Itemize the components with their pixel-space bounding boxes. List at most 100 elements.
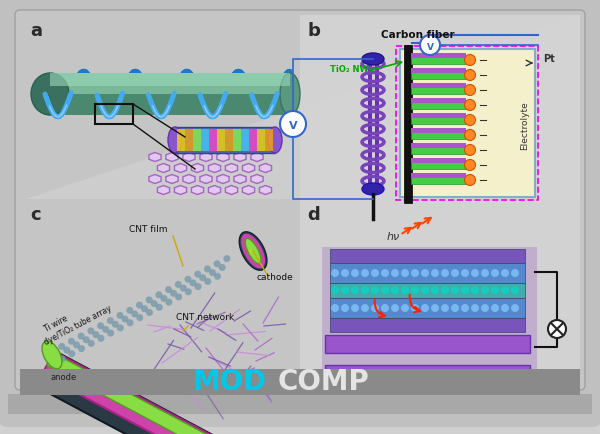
Text: Pt: Pt [543,54,555,64]
Polygon shape [166,175,178,184]
Bar [201,130,209,151]
Circle shape [481,270,489,277]
Circle shape [146,297,152,304]
Circle shape [341,304,349,312]
Bar [411,69,466,74]
Circle shape [381,304,389,312]
Circle shape [501,304,509,312]
Bar [411,114,466,119]
Circle shape [401,304,409,312]
Text: Electrolyte: Electrolyte [521,102,530,150]
Bar [411,144,466,149]
Circle shape [331,270,339,277]
Circle shape [464,115,476,126]
Circle shape [481,286,489,294]
Circle shape [511,286,519,294]
Bar [322,247,537,387]
Circle shape [107,330,114,337]
Polygon shape [259,164,272,173]
Circle shape [464,100,476,111]
Bar [330,263,525,283]
Bar [217,130,225,151]
Circle shape [441,304,449,312]
Circle shape [464,130,476,141]
Circle shape [381,270,389,277]
Ellipse shape [241,234,265,269]
Text: Carbon fiber: Carbon fiber [381,30,455,40]
Circle shape [141,306,148,312]
Polygon shape [200,175,212,184]
Circle shape [471,304,479,312]
Text: dye/TiO₂ tube array: dye/TiO₂ tube array [43,303,113,346]
Ellipse shape [362,54,384,66]
Ellipse shape [362,184,384,196]
Text: b: b [307,22,320,40]
Circle shape [97,322,104,329]
Bar [330,298,525,318]
Bar [396,47,538,201]
Circle shape [58,343,65,350]
Polygon shape [42,352,244,434]
Circle shape [411,270,419,277]
Circle shape [170,290,177,297]
Ellipse shape [239,232,267,271]
Bar [193,130,201,151]
Circle shape [421,286,429,294]
Circle shape [441,286,449,294]
Circle shape [185,276,191,283]
Circle shape [351,304,359,312]
Circle shape [49,361,56,368]
Polygon shape [251,175,263,184]
Circle shape [175,294,182,301]
Circle shape [194,283,202,290]
Bar [241,130,249,151]
Circle shape [180,285,187,292]
Bar [411,148,466,155]
Circle shape [73,342,80,349]
Bar [50,74,290,86]
Circle shape [112,321,119,328]
Circle shape [511,304,519,312]
Circle shape [464,175,476,186]
Circle shape [77,333,85,340]
Bar [400,50,535,197]
Circle shape [331,286,339,294]
Circle shape [156,304,163,311]
Circle shape [59,355,65,362]
Circle shape [63,347,70,354]
FancyBboxPatch shape [50,74,290,116]
Circle shape [371,304,379,312]
Circle shape [420,36,440,56]
Polygon shape [157,186,170,195]
Circle shape [391,286,399,294]
Circle shape [351,270,359,277]
Circle shape [431,270,439,277]
Bar [8,394,592,414]
Circle shape [511,270,519,277]
Circle shape [218,264,226,271]
Circle shape [371,286,379,294]
Polygon shape [208,164,221,173]
Bar [411,178,466,184]
Polygon shape [300,16,580,385]
Polygon shape [157,164,170,173]
Text: TiO₂ NWs: TiO₂ NWs [330,65,374,74]
Bar [411,118,466,125]
Circle shape [126,307,133,314]
Bar [411,58,466,65]
Text: MOD: MOD [193,367,267,395]
Polygon shape [149,153,161,162]
Bar [411,99,466,104]
Circle shape [185,289,192,296]
Bar [411,174,466,178]
Circle shape [107,317,114,324]
Ellipse shape [31,74,69,116]
Circle shape [214,261,221,268]
Text: CNT film: CNT film [129,224,167,233]
Circle shape [361,304,369,312]
Circle shape [92,331,100,339]
Bar [330,318,525,332]
Circle shape [78,345,85,352]
Circle shape [451,286,459,294]
Circle shape [471,270,479,277]
